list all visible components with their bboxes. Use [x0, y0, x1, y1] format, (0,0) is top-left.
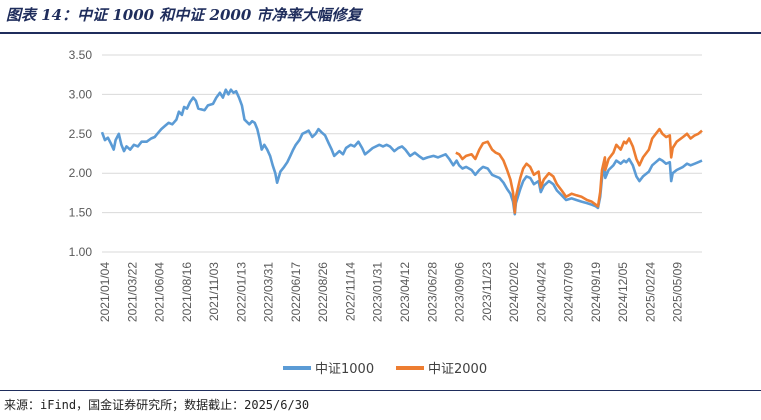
- source-note: 来源：iFind，国金证券研究所；数据截止：2025/6/30: [4, 398, 310, 412]
- x-tick-label: 2023/04/12: [398, 262, 412, 322]
- x-tick-label: 2021/01/04: [98, 262, 112, 322]
- legend-label: 中证2000: [428, 362, 487, 377]
- y-tick-label: 3.00: [69, 87, 93, 101]
- footer-divider: [0, 390, 761, 391]
- x-tick-label: 2023/06/28: [425, 262, 439, 322]
- chart-title: 图表 14：中证 1000 和中证 2000 市净率大幅修复: [6, 6, 362, 24]
- title-divider: [0, 32, 761, 34]
- x-tick-label: 2021/08/16: [180, 262, 194, 322]
- x-tick-label: 2024/12/05: [616, 262, 630, 322]
- y-tick-label: 2.50: [69, 127, 93, 141]
- legend-label: 中证1000: [315, 362, 374, 377]
- y-tick-label: 1.50: [69, 206, 93, 220]
- x-tick-label: 2022/03/31: [262, 262, 276, 322]
- x-tick-label: 2023/01/31: [371, 262, 385, 322]
- y-tick-label: 3.50: [69, 48, 93, 62]
- x-axis-tick-labels: 2021/01/04 2021/03/22 2021/06/04 2021/08/16…: [98, 262, 685, 322]
- legend: 中证1000 中证2000: [283, 362, 487, 377]
- gridlines: [102, 54, 702, 253]
- x-tick-label: 2022/08/26: [316, 262, 330, 322]
- y-tick-label: 1.00: [69, 245, 93, 259]
- x-tick-label: 2022/01/13: [234, 262, 248, 322]
- x-tick-label: 2024/07/09: [562, 262, 576, 322]
- x-tick-label: 2021/11/03: [207, 262, 221, 321]
- x-tick-label: 2024/02/02: [507, 262, 521, 322]
- pb-ratio-line-chart: 1.001.502.002.503.003.50 2021/01/04 2021/…: [69, 48, 703, 377]
- x-tick-label: 2025/05/09: [671, 262, 685, 322]
- x-tick-label: 2023/09/06: [453, 262, 467, 322]
- x-tick-label: 2025/02/24: [643, 262, 657, 322]
- x-tick-label: 2022/06/17: [289, 262, 303, 322]
- x-tick-label: 2024/09/19: [589, 262, 603, 322]
- x-tick-label: 2024/04/24: [534, 262, 548, 322]
- series-lines: [100, 88, 703, 216]
- x-tick-label: 2021/06/04: [153, 262, 167, 322]
- series-line-csi1000: [100, 88, 703, 216]
- series-line-csi2000: [455, 127, 703, 214]
- x-tick-label: 2021/03/22: [125, 262, 139, 322]
- x-tick-label: 2022/11/14: [343, 262, 357, 321]
- x-tick-label: 2023/11/23: [480, 262, 494, 321]
- y-axis-tick-labels: 1.00 1.50 2.00 2.50 3.00 3.50: [69, 48, 93, 259]
- y-tick-label: 2.00: [69, 166, 93, 180]
